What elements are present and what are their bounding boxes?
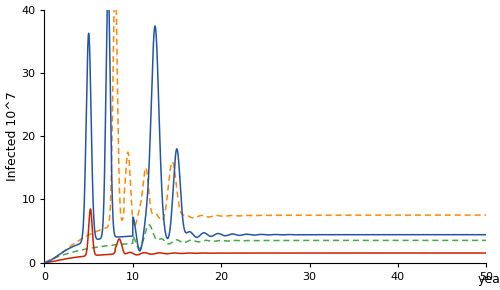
Y-axis label: Infected 10^7: Infected 10^7 [6, 91, 18, 181]
X-axis label: years: years [478, 273, 500, 286]
